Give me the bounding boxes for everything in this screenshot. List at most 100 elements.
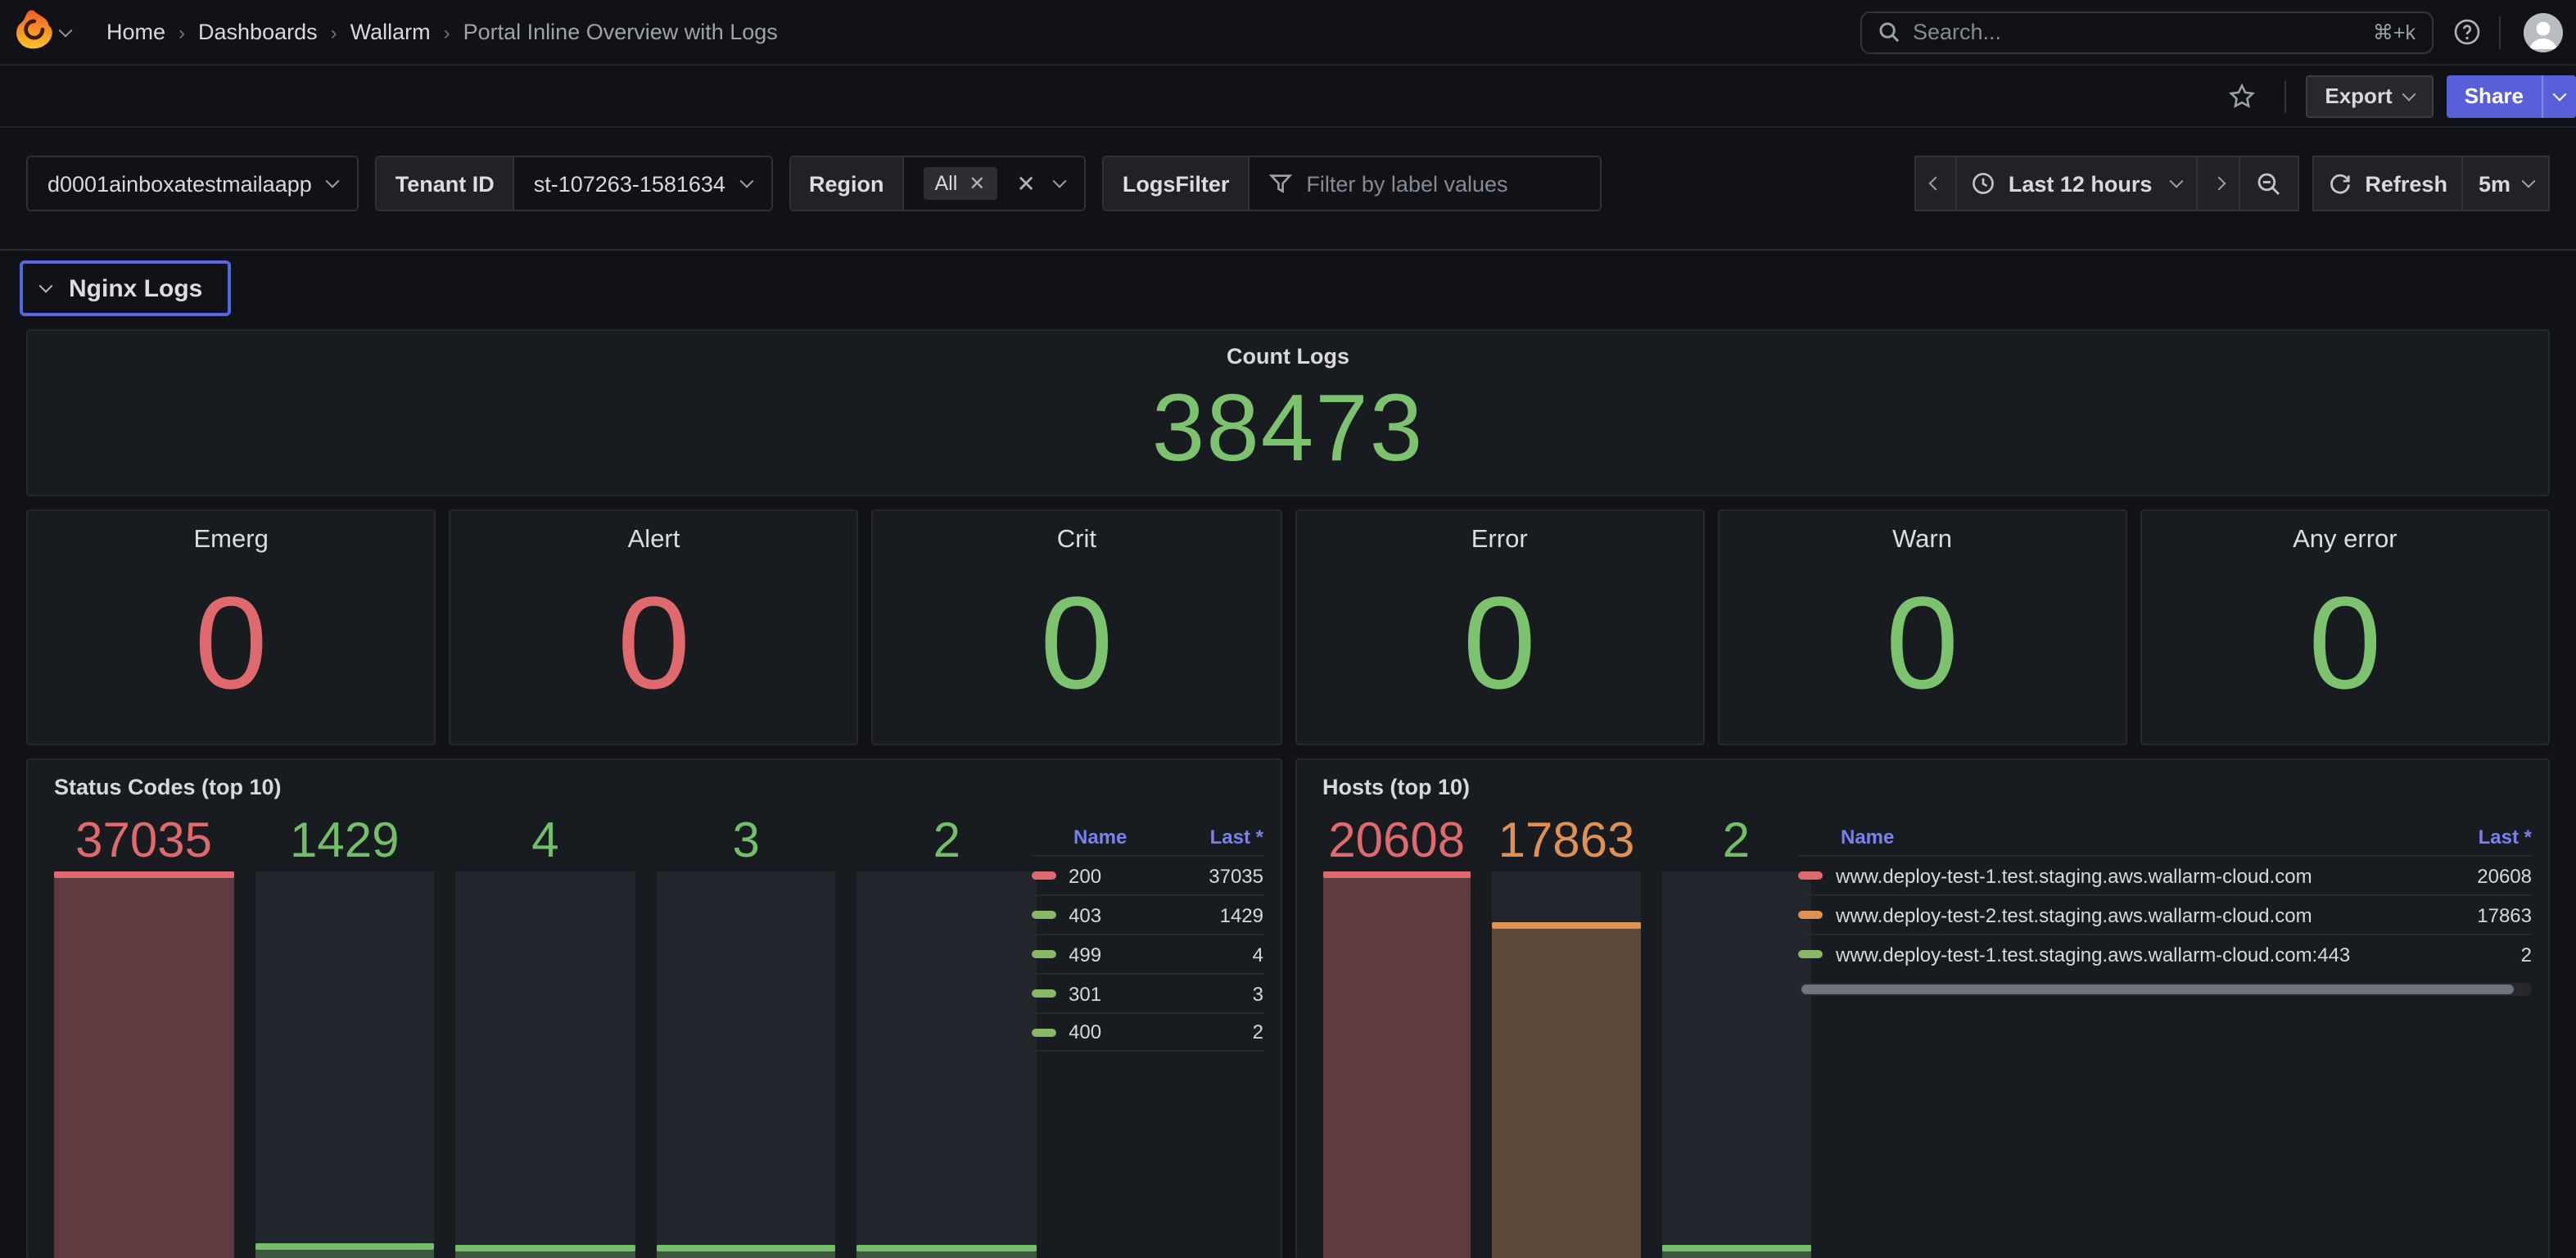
top-nav: Home › Dashboards › Wallarm › Portal Inl… xyxy=(0,0,2576,66)
filter-bar: d0001ainboxatestmailaapp Tenant ID st-10… xyxy=(0,128,2576,251)
panel-title[interactable]: Hosts (top 10) xyxy=(1322,775,1470,799)
hosts-legend: Name Last * www.deploy-test-1.test.staging… xyxy=(1798,819,2532,996)
grafana-dashboard: Home › Dashboards › Wallarm › Portal Inl… xyxy=(0,0,2576,1258)
legend-series-value: 17863 xyxy=(2477,903,2532,926)
region-variable-select[interactable]: Region All ✕ ✕ xyxy=(789,156,1087,211)
legend-header-name[interactable]: Name xyxy=(1841,826,1894,848)
region-value-chip[interactable]: All ✕ xyxy=(923,167,997,200)
logs-filter-label: LogsFilter xyxy=(1105,157,1250,210)
legend-header-last[interactable]: Last * xyxy=(2479,826,2532,848)
series-color-swatch-icon[interactable] xyxy=(1798,911,1823,919)
legend-series-name[interactable]: www.deploy-test-1.test.staging.aws.walla… xyxy=(1836,864,2312,887)
stat-panel-value: 0 xyxy=(617,542,690,744)
time-zoom-out-button[interactable] xyxy=(2240,156,2299,211)
legend-series-value: 1429 xyxy=(1220,903,1263,926)
breadcrumb-separator-icon: › xyxy=(179,20,185,43)
remove-chip-icon[interactable]: ✕ xyxy=(969,174,985,193)
legend-series-name[interactable]: 499 xyxy=(1069,943,1101,966)
time-controls: Last 12 hours xyxy=(1915,156,2550,211)
series-color-swatch-icon[interactable] xyxy=(1798,950,1823,958)
breadcrumb: Home › Dashboards › Wallarm › Portal Inl… xyxy=(106,20,778,44)
legend-series-name[interactable]: 301 xyxy=(1069,982,1101,1005)
refresh-icon xyxy=(2329,172,2352,195)
bar-track xyxy=(1492,871,1640,1258)
bar-cap xyxy=(255,1243,434,1250)
share-menu-button[interactable] xyxy=(2542,75,2576,117)
refresh-label: Refresh xyxy=(2365,171,2447,196)
bar-cap xyxy=(857,1245,1037,1251)
series-color-swatch-icon[interactable] xyxy=(1031,1028,1055,1036)
legend-series-name[interactable]: 400 xyxy=(1069,1020,1101,1043)
bar-track xyxy=(255,871,434,1258)
legend-series-value: 4 xyxy=(1253,943,1263,966)
refresh-interval-value: 5m xyxy=(2479,171,2510,196)
panel-title[interactable]: Status Codes (top 10) xyxy=(54,775,282,799)
charts-row: Status Codes (top 10) 37035 1429 4 3 2 Name L… xyxy=(26,758,2550,1258)
tenant-variable-select[interactable]: Tenant ID st-107263-1581634 xyxy=(376,156,773,211)
bar-column: 17863 xyxy=(1492,812,1640,1258)
region-chip-label: All xyxy=(934,172,957,195)
legend-series-value: 20608 xyxy=(2477,864,2532,887)
stat-panel-value: 0 xyxy=(1463,542,1536,744)
refresh-button[interactable]: Refresh xyxy=(2312,156,2464,211)
series-color-swatch-icon[interactable] xyxy=(1031,950,1055,958)
chevron-right-icon xyxy=(2212,177,2226,191)
bar-track xyxy=(657,871,836,1258)
tenant-variable-label: Tenant ID xyxy=(377,157,514,210)
legend-series-name[interactable]: www.deploy-test-2.test.staging.aws.walla… xyxy=(1836,903,2312,926)
series-color-swatch-icon[interactable] xyxy=(1031,871,1055,880)
time-range-picker-button[interactable]: Last 12 hours xyxy=(1958,156,2199,211)
legend-header-last[interactable]: Last * xyxy=(1210,826,1263,848)
app-variable-select[interactable]: d0001ainboxatestmailaapp xyxy=(26,156,359,211)
clock-icon xyxy=(1973,172,1995,195)
refresh-interval-select[interactable]: 5m xyxy=(2464,156,2550,211)
legend-row: 20037035 xyxy=(1031,855,1263,894)
share-button[interactable]: Share xyxy=(2447,75,2542,117)
legend-series-name[interactable]: www.deploy-test-1.test.staging.aws.walla… xyxy=(1836,943,2350,966)
grafana-logo-button[interactable] xyxy=(13,8,70,56)
series-color-swatch-icon[interactable] xyxy=(1798,871,1823,880)
legend-series-value: 3 xyxy=(1253,982,1263,1005)
legend-series-name[interactable]: 200 xyxy=(1069,864,1101,887)
count-logs-panel: Count Logs 38473 xyxy=(26,329,2550,496)
breadcrumb-dashboards[interactable]: Dashboards xyxy=(198,20,318,44)
logs-filter-placeholder: Filter by label values xyxy=(1306,171,1507,196)
legend-header-name[interactable]: Name xyxy=(1073,826,1127,848)
stat-panel-value: 0 xyxy=(1886,542,1959,744)
help-button[interactable] xyxy=(2443,9,2489,55)
legend-row: 499 4 xyxy=(1031,934,1263,973)
status-codes-legend: NameLast *200370354031429499430134002 xyxy=(1031,819,1263,1052)
scrollbar-thumb[interactable] xyxy=(1801,984,2513,994)
export-button[interactable]: Export xyxy=(2305,75,2433,117)
row-header-nginx-logs[interactable]: Nginx Logs xyxy=(20,260,230,316)
user-avatar[interactable] xyxy=(2524,12,2563,52)
chevron-down-icon xyxy=(2402,87,2416,101)
star-dashboard-button[interactable] xyxy=(2218,73,2264,119)
time-shift-back-button[interactable] xyxy=(1915,156,1958,211)
legend-series-name[interactable]: 403 xyxy=(1069,903,1101,926)
chevron-down-icon xyxy=(739,174,753,188)
clear-selection-icon[interactable]: ✕ xyxy=(1016,172,1035,195)
bar-value-label: 37035 xyxy=(54,812,233,871)
search-input[interactable] xyxy=(1913,20,2360,44)
topnav-right-actions: ⌘+k xyxy=(1860,9,2563,55)
bar-cap xyxy=(657,1245,836,1251)
bar-column: 1429 xyxy=(255,812,434,1258)
search-box[interactable]: ⌘+k xyxy=(1860,11,2434,53)
dashboard-grid: Count Logs 38473 Emerg0Alert0Crit0Error0… xyxy=(0,316,2576,1258)
bar-track xyxy=(857,871,1037,1258)
chevron-left-icon xyxy=(1929,177,1943,191)
legend-horizontal-scrollbar[interactable] xyxy=(1798,983,2532,996)
series-color-swatch-icon[interactable] xyxy=(1031,989,1055,998)
time-shift-forward-button[interactable] xyxy=(2198,156,2240,211)
breadcrumb-folder[interactable]: Wallarm xyxy=(350,20,431,44)
breadcrumb-home[interactable]: Home xyxy=(106,20,165,44)
legend-row: 301 3 xyxy=(1031,973,1263,1012)
person-icon xyxy=(2524,12,2563,52)
bar-fill xyxy=(54,871,233,1258)
series-color-swatch-icon[interactable] xyxy=(1031,911,1055,919)
refresh-group: Refresh 5m xyxy=(2312,156,2550,211)
bar-value-label: 2 xyxy=(857,812,1037,871)
row-title: Nginx Logs xyxy=(69,274,202,302)
logs-filter-variable[interactable]: LogsFilter Filter by label values xyxy=(1103,156,1602,211)
